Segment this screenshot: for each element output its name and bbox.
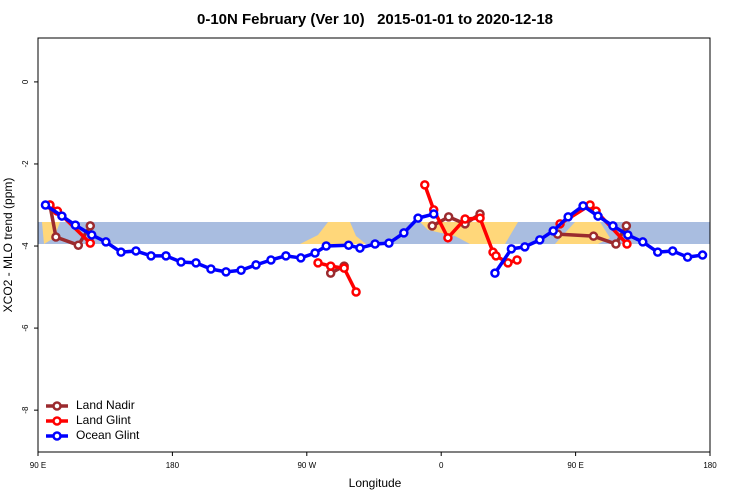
chart-title: 0-10N February (Ver 10) 2015-01-01 to 20… <box>197 11 553 28</box>
data-point <box>176 257 186 267</box>
data-point <box>638 237 648 247</box>
y-tick-label: -6 <box>21 324 30 332</box>
data-point <box>85 238 96 248</box>
data-point <box>87 230 97 240</box>
data-point <box>512 255 522 265</box>
data-point <box>351 287 361 297</box>
data-point <box>296 253 306 263</box>
data-point <box>51 232 61 242</box>
plot-frame <box>37 37 711 453</box>
y-tick-label: -2 <box>21 160 30 168</box>
data-point <box>313 258 323 268</box>
data-point <box>491 251 501 261</box>
data-point <box>310 248 320 258</box>
y-tick-label: 0 <box>21 79 30 84</box>
data-point <box>520 242 530 252</box>
data-point <box>611 239 621 249</box>
data-point <box>652 247 663 257</box>
data-point <box>399 228 409 238</box>
data-point <box>73 240 84 250</box>
x-tick-label: 180 <box>166 461 180 470</box>
data-point <box>57 211 67 221</box>
y-tick-label: -8 <box>21 406 30 414</box>
data-point <box>443 233 453 243</box>
data-point <box>475 213 485 223</box>
data-point <box>443 212 454 222</box>
data-point <box>563 212 573 222</box>
data-point <box>131 246 141 256</box>
legend-swatch-point <box>52 431 62 441</box>
data-point <box>413 213 423 223</box>
data-point <box>535 235 545 245</box>
legend-swatch-point <box>52 401 62 411</box>
data-point <box>427 221 437 231</box>
data-point <box>281 251 291 261</box>
y-tick-label: -4 <box>21 242 30 250</box>
data-point <box>40 200 51 210</box>
x-tick-label: 90 E <box>30 461 46 470</box>
data-point <box>325 261 336 271</box>
legend-swatch-point <box>52 416 62 426</box>
data-point <box>191 258 201 268</box>
x-tick-label: 90 W <box>297 461 316 470</box>
data-point <box>682 252 693 262</box>
data-point <box>667 246 678 256</box>
legend-label: Ocean Glint <box>76 428 140 442</box>
data-point <box>370 239 380 249</box>
x-tick-label: 0 <box>439 461 444 470</box>
y-axis-label: XCO2 - MLO trend (ppm) <box>1 178 15 313</box>
data-point <box>206 264 216 274</box>
data-point <box>621 221 632 231</box>
x-tick-label: 180 <box>703 461 717 470</box>
data-point <box>548 226 558 236</box>
x-axis-label: Longitude <box>349 476 402 490</box>
data-point <box>221 267 231 277</box>
data-point <box>593 211 603 221</box>
data-point <box>266 255 276 265</box>
data-point <box>101 237 111 247</box>
data-point <box>697 250 708 260</box>
data-point <box>428 209 439 219</box>
data-point <box>251 260 261 270</box>
data-point <box>384 238 394 248</box>
data-point <box>85 221 96 231</box>
data-point <box>588 231 599 241</box>
data-point <box>146 251 156 261</box>
data-point <box>161 251 171 261</box>
data-point <box>503 258 513 268</box>
data-point <box>355 243 365 253</box>
legend-label: Land Glint <box>76 413 131 427</box>
data-point <box>236 265 246 275</box>
data-point <box>321 241 331 251</box>
data-point <box>420 180 430 190</box>
data-point <box>339 263 349 273</box>
data-point <box>608 221 618 231</box>
data-point <box>116 247 126 257</box>
series-line <box>48 204 628 275</box>
x-tick-label: 90 E <box>567 461 583 470</box>
data-point <box>622 239 632 249</box>
legend-label: Land Nadir <box>76 398 135 412</box>
data-point <box>578 201 588 211</box>
data-point <box>490 268 500 278</box>
data-point <box>623 230 633 240</box>
data-point <box>70 220 81 230</box>
data-point <box>506 244 517 254</box>
data-point <box>460 214 470 224</box>
land-shape <box>300 222 366 244</box>
data-point <box>343 240 354 250</box>
